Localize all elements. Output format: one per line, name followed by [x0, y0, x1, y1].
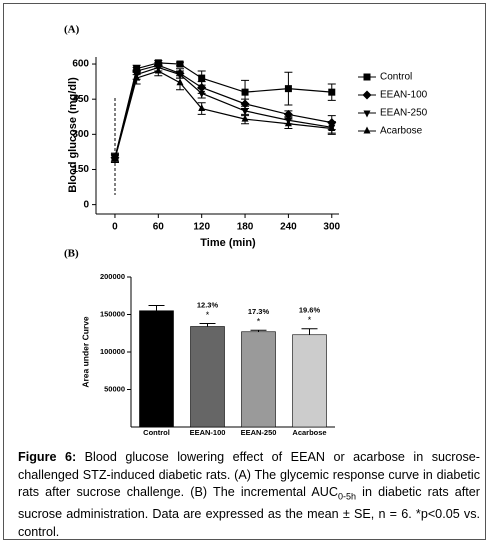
marker — [241, 114, 249, 122]
legend-label: EEAN-250 — [380, 108, 428, 119]
marker — [133, 73, 141, 81]
y-axis-label: Blood glucose (mg/dl) — [67, 77, 79, 193]
caption-text: in diabetic rats after sucrose administr… — [18, 485, 480, 539]
significance-mark: * — [257, 317, 261, 327]
caption-text: Blood glucose lowering effect of EEAN or… — [18, 450, 480, 500]
x-tick-label: EEAN-100 — [190, 428, 226, 437]
legend-label: Acarbose — [380, 126, 423, 137]
annotation-label: 12.3% — [197, 300, 219, 309]
x-axis-label: Time (min) — [200, 237, 256, 249]
marker — [328, 123, 336, 131]
marker — [284, 119, 292, 127]
x-tick-label: 60 — [153, 222, 165, 233]
marker — [198, 104, 206, 112]
y-tick-label: 150 — [72, 164, 89, 175]
x-tick-label: 240 — [280, 222, 297, 233]
legend-marker — [363, 110, 371, 118]
bar — [292, 334, 327, 428]
y-tick-label: 300 — [72, 129, 89, 140]
y-tick-label: 50000 — [104, 384, 125, 393]
line — [114, 62, 332, 158]
line — [114, 64, 332, 158]
bar — [139, 310, 174, 428]
marker — [241, 88, 249, 96]
significance-mark: * — [206, 310, 210, 320]
y-tick-label: 100000 — [100, 347, 125, 356]
panel-label: (A) — [64, 24, 80, 36]
x-tick-label: Acarbose — [292, 428, 326, 437]
marker — [198, 74, 206, 82]
marker — [198, 90, 206, 98]
line — [114, 66, 332, 158]
y-tick-label: 600 — [72, 59, 89, 70]
y-tick-label: 200000 — [100, 272, 125, 281]
legend-marker — [363, 126, 371, 134]
bar — [190, 326, 225, 428]
error-bar — [301, 328, 318, 335]
x-tick-label: EEAN-250 — [241, 428, 277, 437]
marker — [154, 66, 162, 74]
figure: (A) (B) 0 150 300 450 600 0 60 120 180 240 300 Time… — [64, 24, 428, 437]
error-bar — [199, 323, 216, 327]
legend-label: Control — [380, 72, 412, 83]
y-axis-label: Area under Curve — [80, 316, 90, 388]
line — [114, 70, 332, 160]
marker — [176, 78, 184, 86]
caption-label: Figure 6: — [18, 450, 77, 464]
marker — [197, 82, 207, 92]
x-tick-label: 0 — [112, 222, 118, 233]
legend-label: EEAN-100 — [380, 90, 428, 101]
figure-frame — [3, 3, 486, 540]
caption: Figure 6: Blood glucose lowering effect … — [18, 449, 480, 541]
marker — [176, 60, 184, 68]
caption-subscript: 0-5h — [337, 491, 356, 502]
y-tick-label: 150000 — [100, 309, 125, 318]
significance-mark: * — [308, 315, 312, 325]
bar — [241, 331, 276, 428]
annotation-label: 19.6% — [299, 306, 321, 315]
legend-marker — [362, 90, 372, 100]
marker — [284, 85, 292, 93]
y-tick-label: 0 — [83, 199, 89, 210]
marker — [111, 154, 119, 162]
x-tick-label: 300 — [323, 222, 340, 233]
x-tick-label: 120 — [193, 222, 210, 233]
marker — [241, 108, 249, 116]
y-tick-label: 450 — [72, 94, 89, 105]
error-bar — [250, 329, 267, 332]
marker — [328, 88, 336, 96]
x-tick-label: 180 — [237, 222, 254, 233]
panel-label: (B) — [64, 248, 79, 260]
x-tick-label: Control — [143, 428, 170, 437]
legend-marker — [363, 73, 371, 81]
annotation-label: 17.3% — [248, 307, 270, 316]
error-bar — [148, 305, 165, 311]
